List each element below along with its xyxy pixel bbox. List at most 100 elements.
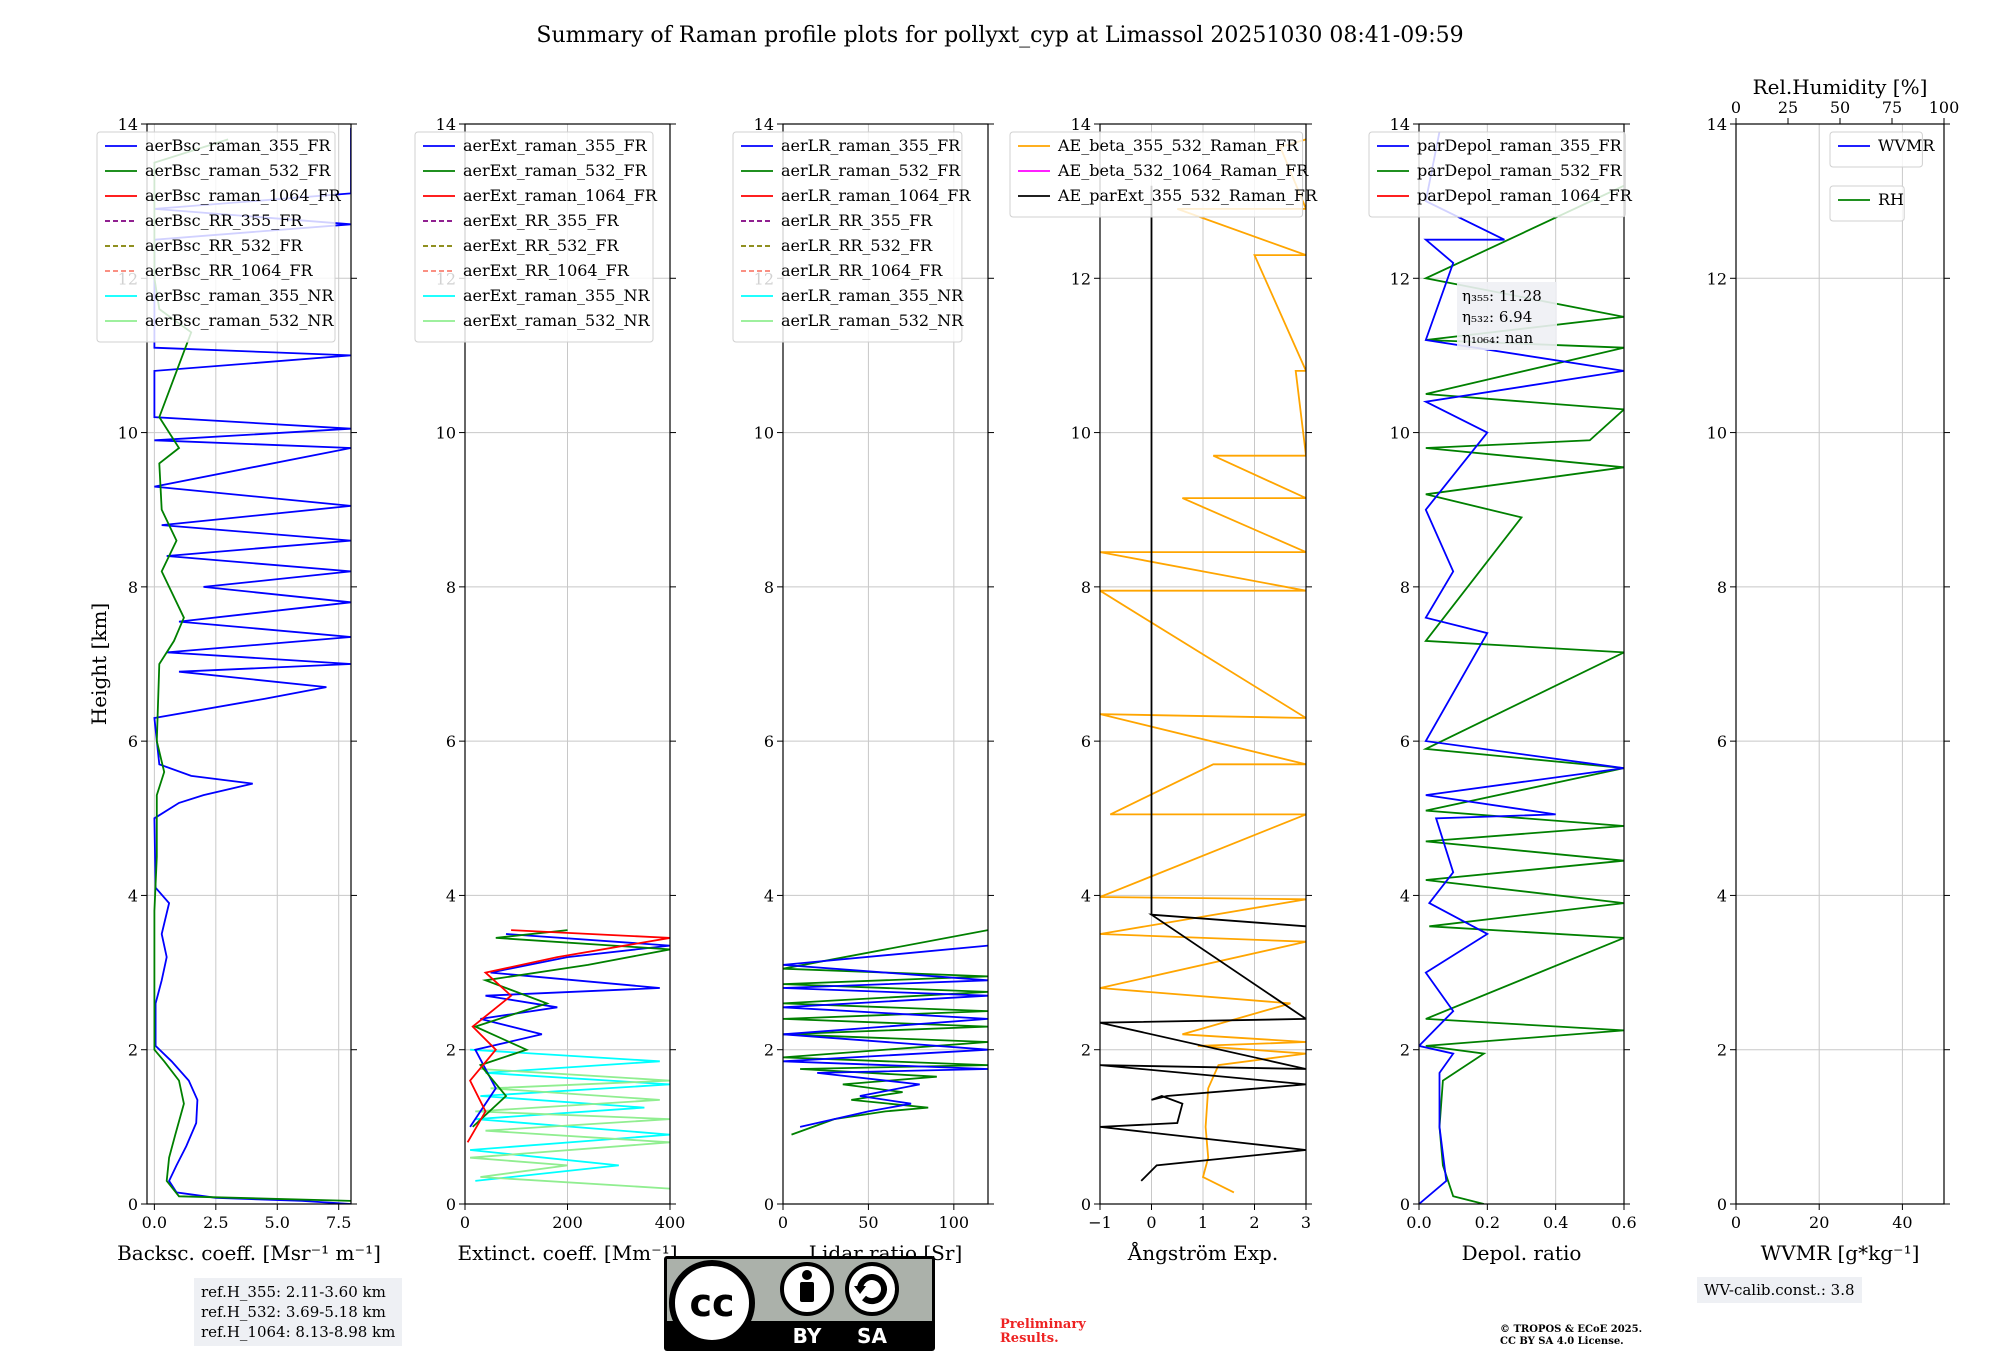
y-tick-label: 0 [446, 1195, 456, 1214]
x-tick-label: 0 [778, 1213, 788, 1232]
x-axis-label: Depol. ratio [1462, 1241, 1582, 1265]
series-line-AE_beta_355_532_Raman_FR [1100, 138, 1306, 1194]
reference-heights-box: ref.H_355: 2.11-3.60 km ref.H_532: 3.69-… [194, 1278, 403, 1346]
legend-label: AE_beta_532_1064_Raman_FR [1057, 161, 1309, 180]
y-tick-label: 14 [754, 115, 774, 134]
y-tick-label: 12 [1071, 269, 1091, 288]
copyright-line-1: © TROPOS & ECoE 2025. [1500, 1324, 1643, 1335]
legend-label: aerLR_raman_532_NR [781, 311, 964, 330]
top-x-tick-label: 50 [1830, 98, 1850, 117]
legend-label: aerLR_RR_532_FR [781, 236, 933, 255]
series-line-AE_parExt_355_532_Raman_FR [1100, 185, 1306, 1182]
x-tick-label: 3 [1301, 1213, 1311, 1232]
figure-title: Summary of Raman profile plots for polly… [536, 23, 1463, 48]
y-tick-label: 2 [1717, 1041, 1727, 1060]
legend-label: aerExt_raman_355_NR [463, 286, 651, 305]
series-line-aerExt_raman_355_NR [470, 1048, 670, 1182]
legend-box [96, 131, 336, 343]
cc-by-sa-icon: cc BY SA [664, 1256, 935, 1351]
legend-label: aerBsc_RR_532_FR [145, 236, 303, 255]
legend-label: aerLR_raman_355_NR [781, 286, 964, 305]
series-group [466, 929, 670, 1190]
legend-label: parDepol_raman_532_FR [1417, 161, 1623, 180]
legend-label: aerLR_raman_1064_FR [781, 186, 971, 205]
ref-height-532: ref.H_532: 3.69-5.18 km [201, 1303, 386, 1321]
plot-frame [1418, 123, 1625, 1205]
y-tick-label: 0 [1081, 1195, 1091, 1214]
legend-box [1368, 131, 1626, 218]
top-x-tick-label: 25 [1778, 98, 1798, 117]
x-tick-label: 400 [655, 1213, 686, 1232]
x-tick-label: 50 [858, 1213, 878, 1232]
legend-label: aerLR_raman_532_FR [781, 161, 961, 180]
plot-frame [1735, 123, 1945, 1205]
preliminary-line-1: Preliminary [1000, 1317, 1086, 1332]
y-tick-label: 10 [1707, 424, 1727, 443]
wv-calibration-box: WV-calib.const.: 3.8 [1697, 1277, 1862, 1303]
legend-label: aerBsc_raman_532_FR [145, 161, 331, 180]
panels: 0.02.55.07.502468101214Backsc. coeff. [M… [87, 75, 1959, 1265]
y-tick-label: 0 [1717, 1195, 1727, 1214]
legend-label: WVMR [1878, 136, 1935, 155]
legend-label: aerLR_RR_1064_FR [781, 261, 943, 280]
x-axis-label: Backsc. coeff. [Msr⁻¹ m⁻¹] [117, 1241, 381, 1265]
y-tick-label: 10 [118, 424, 138, 443]
legend-label: aerBsc_raman_355_FR [145, 136, 331, 155]
x-tick-label: 20 [1809, 1213, 1829, 1232]
ref-height-1064: ref.H_1064: 8.13-8.98 km [201, 1323, 396, 1341]
legend-box [732, 131, 963, 343]
y-tick-label: 12 [1707, 269, 1727, 288]
x-tick-label: 0.0 [142, 1213, 167, 1232]
y-tick-label: 10 [1390, 424, 1410, 443]
legend-rh-label: RH [1878, 190, 1904, 209]
cc-by-text: BY [793, 1324, 822, 1348]
eta-annotation-line: η₃₅₅: 11.28 [1462, 287, 1542, 305]
y-tick-label: 8 [1081, 578, 1091, 597]
legend-label: aerExt_raman_532_NR [463, 311, 651, 330]
x-tick-label: 0.6 [1611, 1213, 1636, 1232]
x-tick-label: 200 [552, 1213, 583, 1232]
eta-annotation-line: η₁₀₆₄: nan [1462, 329, 1533, 347]
y-tick-label: 14 [1707, 115, 1727, 134]
y-tick-label: 2 [1081, 1041, 1091, 1060]
eta-annotation-line: η₅₃₂: 6.94 [1462, 308, 1532, 326]
x-tick-label: 0 [1731, 1213, 1741, 1232]
y-tick-label: 8 [1717, 578, 1727, 597]
panel-extinction: 020040002468101214Extinct. coeff. [Mm⁻¹]… [414, 115, 686, 1265]
y-tick-label: 14 [1390, 115, 1410, 134]
legend-label: AE_beta_355_532_Raman_FR [1057, 136, 1299, 155]
copyright-line-2: CC BY SA 4.0 License. [1500, 1336, 1624, 1347]
series-group [1419, 131, 1624, 1204]
y-tick-label: 8 [1400, 578, 1410, 597]
preliminary-note: Preliminary Results. [1000, 1318, 1086, 1346]
preliminary-line-2: Results. [1000, 1331, 1059, 1346]
legend-label: aerExt_raman_532_FR [463, 161, 648, 180]
legend-box [1009, 131, 1304, 218]
y-tick-label: 10 [754, 424, 774, 443]
legend-label: AE_parExt_355_532_Raman_FR [1057, 186, 1318, 205]
y-tick-label: 14 [436, 115, 456, 134]
legend-label: aerBsc_RR_355_FR [145, 211, 303, 230]
x-tick-label: 0.0 [1406, 1213, 1431, 1232]
series-line-parDepol_raman_355_FR [1419, 131, 1624, 1204]
y-tick-label: 8 [128, 578, 138, 597]
plot-frame [146, 123, 352, 1205]
y-tick-label: 2 [446, 1041, 456, 1060]
y-tick-label: 6 [446, 732, 456, 751]
y-tick-label: 6 [1081, 732, 1091, 751]
top-x-tick-label: 100 [1929, 98, 1960, 117]
y-tick-label: 2 [764, 1041, 774, 1060]
x-tick-label: 100 [939, 1213, 970, 1232]
legend-label: aerExt_RR_1064_FR [463, 261, 630, 280]
y-tick-label: 4 [446, 886, 456, 905]
y-tick-label: 10 [436, 424, 456, 443]
legend-label: parDepol_raman_355_FR [1417, 136, 1623, 155]
y-tick-label: 4 [128, 886, 138, 905]
y-tick-label: 8 [446, 578, 456, 597]
x-tick-label: 2.5 [203, 1213, 228, 1232]
x-axis-label: WVMR [g*kg⁻¹] [1761, 1241, 1920, 1265]
top-x-tick-label: 0 [1731, 98, 1741, 117]
series-line-aerExt_raman_532_FR [472, 929, 670, 1128]
x-tick-label: −1 [1088, 1213, 1112, 1232]
